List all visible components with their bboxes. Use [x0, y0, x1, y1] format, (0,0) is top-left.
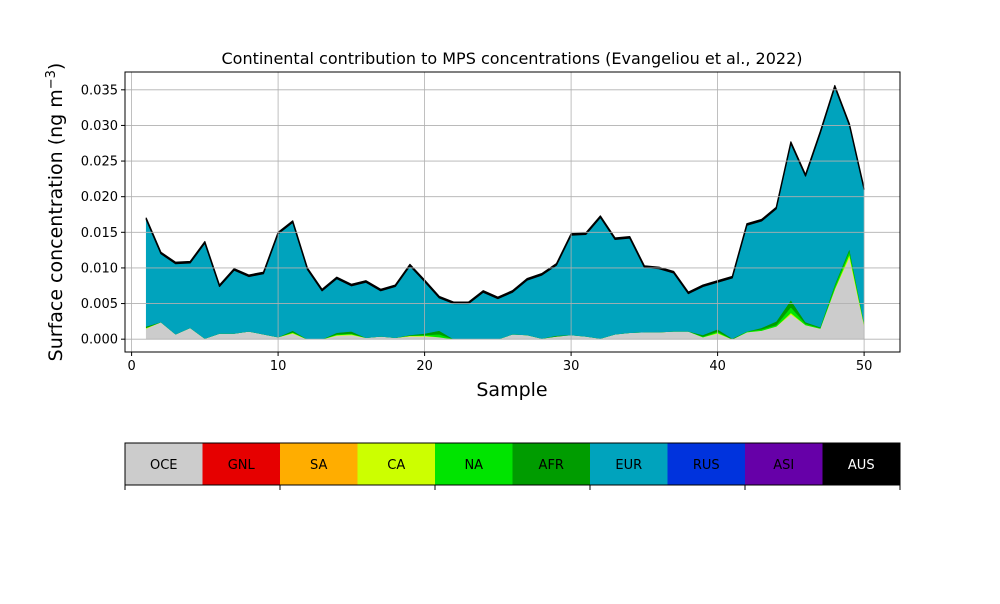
- x-tick-label: 30: [563, 359, 580, 374]
- x-tick-label: 20: [416, 359, 433, 374]
- legend-label-afr: AFR: [539, 458, 564, 473]
- legend-label-sa: SA: [310, 458, 327, 473]
- y-axis-label-main: Surface concentration (ng m: [45, 89, 67, 361]
- chart-title: Continental contribution to MPS concentr…: [221, 49, 802, 68]
- legend-swatch-eur: [590, 443, 668, 485]
- y-tick-label: 0.000: [81, 333, 118, 348]
- y-tick-label: 0.035: [81, 83, 118, 98]
- y-tick-label: 0.005: [81, 297, 118, 312]
- legend-frame: [124, 442, 901, 486]
- plot-frame: [124, 71, 901, 353]
- legend-label-rus: RUS: [693, 458, 720, 473]
- legend-label-eur: EUR: [615, 458, 642, 473]
- x-tick-label: 50: [856, 359, 873, 374]
- legend-swatch-sa: [280, 443, 358, 485]
- y-axis-label-close: ): [45, 63, 67, 70]
- legend-swatch-asi: [745, 443, 823, 485]
- legend-swatch-aus: [822, 443, 900, 485]
- x-axis-label: Sample: [476, 379, 547, 401]
- y-tick-label: 0.010: [81, 261, 118, 276]
- x-tick-label: 40: [709, 359, 726, 374]
- y-tick-label: 0.030: [81, 119, 118, 134]
- legend-colorbar: OCE GNL SA CA NA AFR EUR RUS ASI AUS: [124, 442, 901, 490]
- legend-swatch-ca: [357, 443, 435, 485]
- y-tick-label: 0.025: [81, 155, 118, 170]
- y-axis-label-exponent: −3: [44, 70, 59, 89]
- legend-label-na: NA: [464, 458, 483, 473]
- legend-swatch-rus: [667, 443, 745, 485]
- legend-swatch-gnl: [202, 443, 280, 485]
- x-tick-label: 10: [270, 359, 287, 374]
- y-axis-label: Surface concentration (ng m−3): [44, 63, 67, 362]
- legend-label-oce: OCE: [150, 458, 178, 473]
- legend-swatch-na: [435, 443, 513, 485]
- legend-label-gnl: GNL: [228, 458, 256, 473]
- legend-swatch-oce: [125, 443, 203, 485]
- legend-label-asi: ASI: [773, 458, 794, 473]
- plot-area: 0 10 20 30 40 50 0.000 0.005 0.010 0.015 0.020 0.02…: [81, 71, 901, 374]
- legend-label-ca: CA: [387, 458, 405, 473]
- y-tick-label: 0.015: [81, 226, 118, 241]
- x-tick-label: 0: [127, 359, 135, 374]
- legend-label-aus: AUS: [848, 458, 875, 473]
- legend-swatch-afr: [512, 443, 590, 485]
- y-tick-label: 0.020: [81, 190, 118, 205]
